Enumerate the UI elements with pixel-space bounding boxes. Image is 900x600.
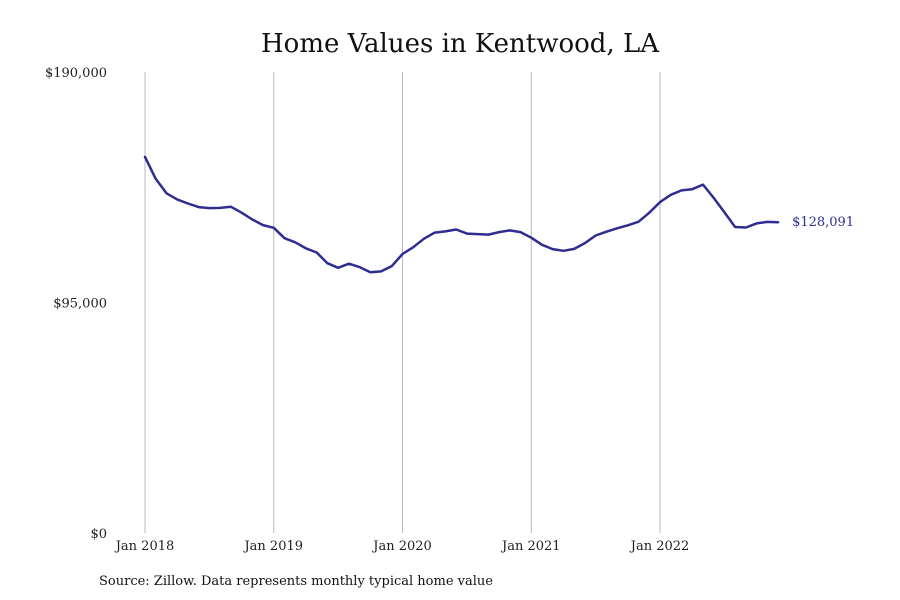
x-tick-label: Jan 2019: [242, 539, 303, 554]
y-tick-label: $95,000: [53, 297, 107, 312]
x-tick-label: Jan 2020: [371, 539, 432, 554]
end-value-label: $128,091: [792, 215, 854, 230]
x-tick-label: Jan 2022: [629, 539, 690, 554]
y-tick-label: $0: [90, 527, 107, 542]
y-axis: $0 $95,000 $190,000: [45, 66, 107, 542]
source-note: Source: Zillow. Data represents monthly …: [99, 574, 493, 589]
x-axis: Jan 2018 Jan 2019 Jan 2020 Jan 2021 Jan 2022: [114, 539, 690, 554]
x-tick-label: Jan 2021: [500, 539, 561, 554]
series-line-0: [143, 155, 780, 274]
gridlines: [144, 72, 661, 533]
x-tick-label: Jan 2018: [114, 539, 175, 554]
y-tick-label: $190,000: [45, 66, 107, 81]
chart-title: Home Values in Kentwood, LA: [261, 29, 660, 59]
series: [143, 155, 780, 274]
